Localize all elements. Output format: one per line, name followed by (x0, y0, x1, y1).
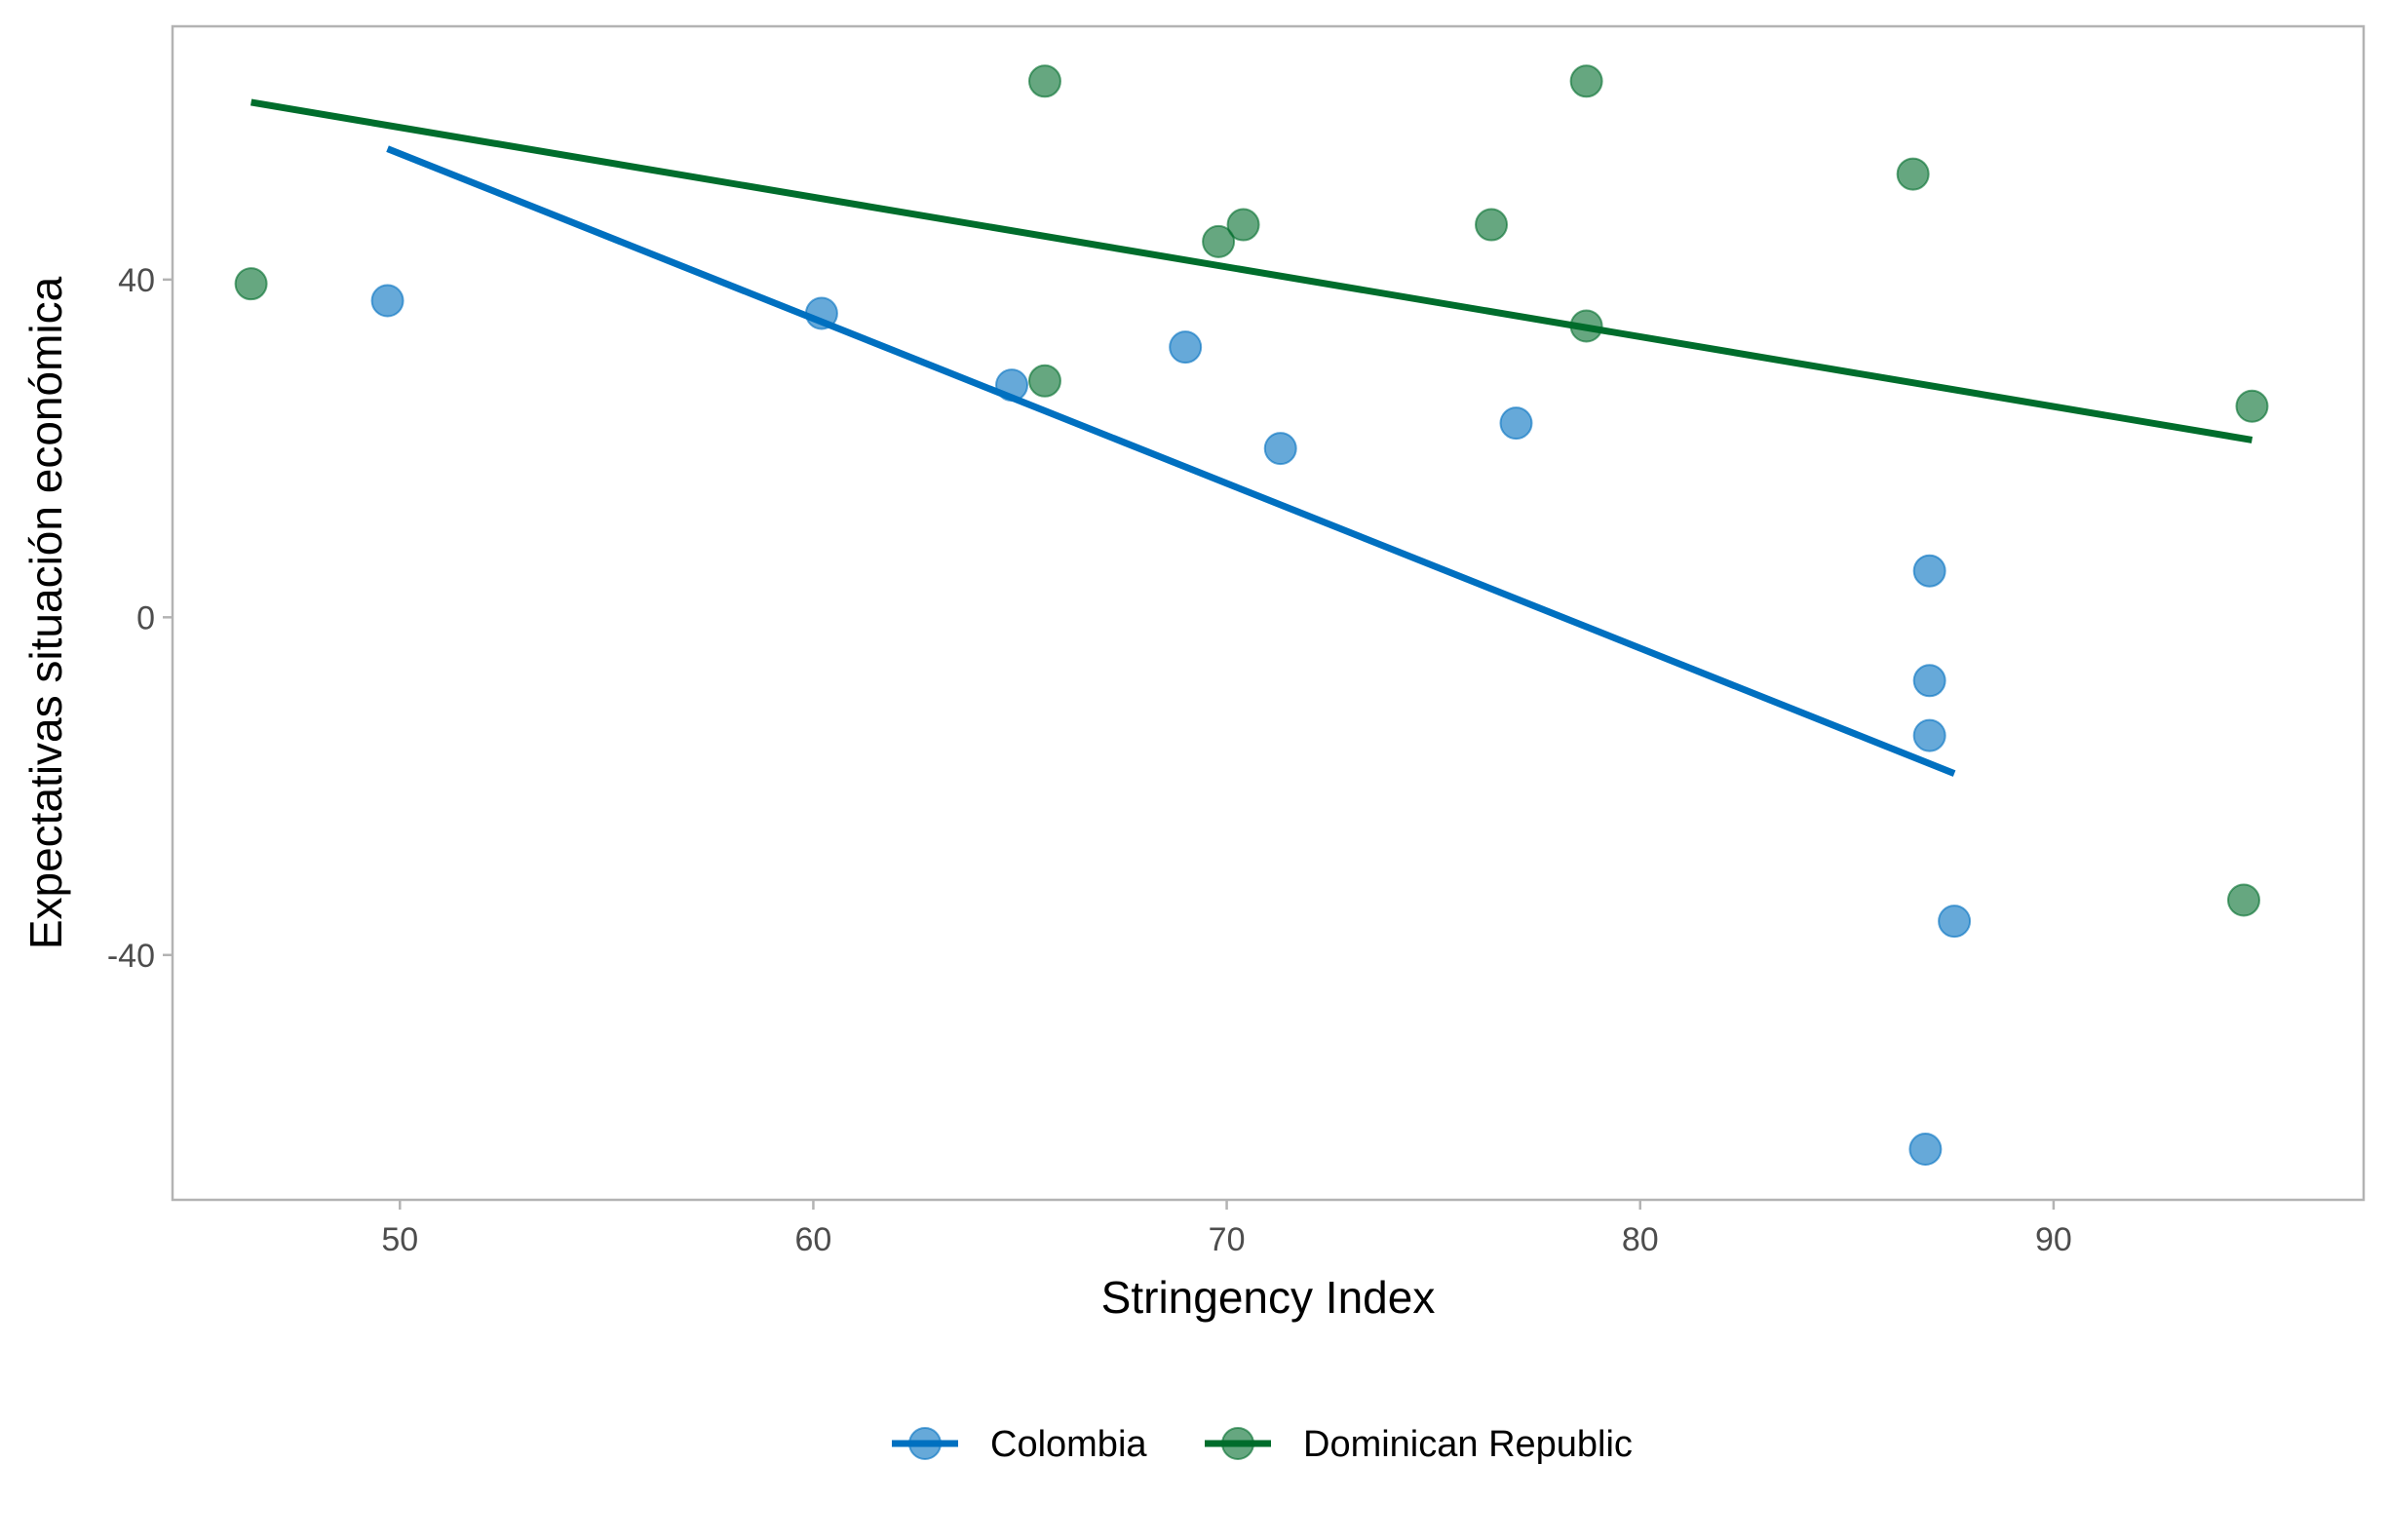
y-tick-label: 40 (118, 262, 155, 299)
x-tick-label: 50 (381, 1221, 418, 1258)
trend-line-dominican-republic (250, 98, 2253, 443)
x-tick-label: 80 (1622, 1221, 1659, 1258)
data-point-dominican-republic (1027, 64, 1061, 98)
data-point-colombia (370, 284, 404, 318)
data-point-colombia (1263, 432, 1297, 466)
data-point-colombia (1912, 718, 1946, 752)
data-point-colombia (1912, 554, 1946, 588)
data-point-colombia (1912, 664, 1946, 698)
legend-label-colombia: Colombia (990, 1424, 1147, 1465)
trend-lines (250, 98, 2253, 777)
legend-marker-dominican-republic (1221, 1427, 1254, 1460)
trend-line-colombia (386, 145, 1956, 777)
data-point-dominican-republic (1569, 309, 1603, 343)
data-point-dominican-republic (2226, 883, 2260, 917)
x-tick-label: 90 (2035, 1221, 2072, 1258)
panel-border (171, 24, 2366, 1202)
x-axis-title: Stringency Index (1101, 1272, 1436, 1323)
x-tick-label: 60 (795, 1221, 832, 1258)
data-point-dominican-republic (1027, 364, 1061, 398)
data-point-dominican-republic (234, 267, 268, 301)
data-points (234, 64, 2269, 1167)
data-point-dominican-republic (1569, 64, 1603, 98)
x-axis: 50 60 70 80 90 (381, 1200, 2072, 1258)
data-point-colombia (1938, 905, 1972, 939)
legend-marker-colombia (908, 1427, 942, 1460)
data-point-colombia (804, 296, 838, 330)
legend-label-dominican-republic: Dominican Republic (1303, 1424, 1633, 1465)
data-point-dominican-republic (2235, 389, 2269, 423)
y-tick-label: 0 (136, 599, 155, 636)
x-tick-label: 70 (1209, 1221, 1246, 1258)
data-point-colombia (1499, 406, 1533, 441)
data-point-colombia (995, 368, 1029, 403)
data-point-colombia (1169, 330, 1203, 365)
data-point-colombia (1908, 1133, 1943, 1167)
y-axis: -40 0 40 (107, 262, 173, 975)
legend: Colombia Dominican Republic (892, 1424, 1633, 1465)
y-tick-label: -40 (107, 938, 155, 975)
data-point-dominican-republic (1226, 208, 1260, 242)
data-point-dominican-republic (1896, 157, 1930, 191)
data-point-dominican-republic (1475, 208, 1509, 242)
data-point-dominican-republic (1202, 224, 1236, 258)
y-axis-title: Expectativas situación económica (20, 276, 71, 949)
